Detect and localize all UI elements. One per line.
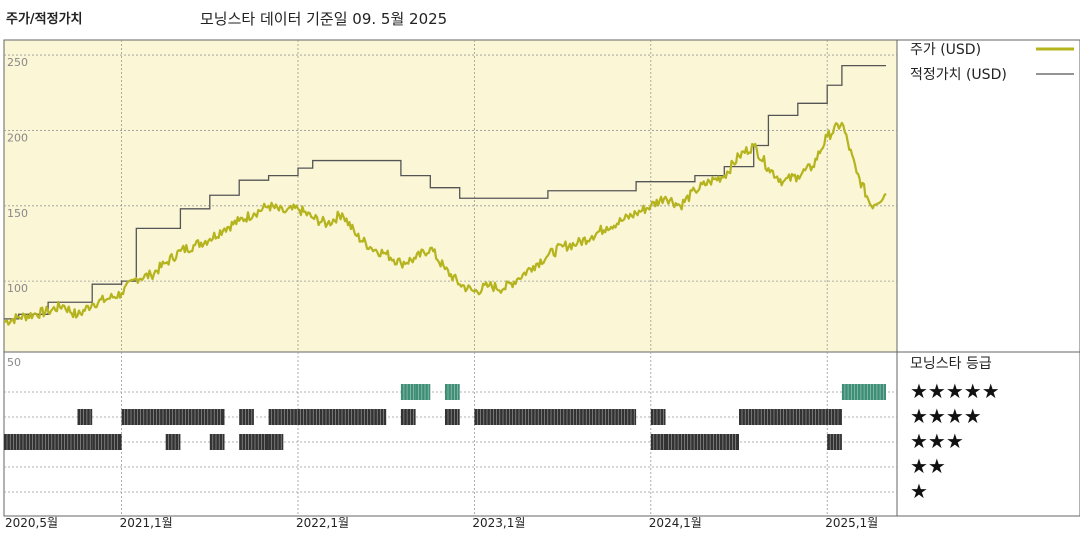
rating-segment-3-stars (650, 434, 666, 450)
legend-label-fair-value: 적정가치 (USD) (910, 67, 1007, 83)
legend: 주가 (USD) 적정가치 (USD) (910, 42, 1074, 83)
rating-level-3-stars: ★★★ (910, 429, 964, 453)
x-tick-label: 2023,1월 (472, 516, 525, 530)
rating-segment-5-stars (415, 384, 431, 400)
rating-legend-title: 모닝스타 등급 (910, 356, 992, 372)
chart-frame (3, 39, 1080, 517)
rating-level-5-stars: ★★★★★ (910, 379, 1000, 403)
x-tick-label: 2022,1월 (296, 516, 349, 530)
rating-segment-3-stars (4, 434, 93, 450)
rating-segment-5-stars (445, 384, 460, 400)
y-tick-label-150: 150 (7, 207, 28, 220)
rating-panel-background (4, 352, 897, 516)
rating-segment-4-stars (445, 409, 460, 425)
rating-segment-3-stars (165, 434, 181, 450)
price-panel-background (4, 40, 897, 352)
rating-segment-3-stars (239, 434, 269, 450)
series-lines (3, 64, 887, 326)
rating-segment-3-stars (268, 434, 284, 450)
data-date-subtitle: 모닝스타 데이터 기준일 09. 5월 2025 (200, 10, 448, 28)
rating-segment-4-stars (239, 409, 254, 425)
rating-segment-4-stars (400, 409, 416, 425)
axis-tick-labels: 250 200 150 100 2020,5월 2021,1월 2022,1월 2023,1월… (5, 56, 878, 530)
rating-segment-3-stars (92, 434, 122, 450)
fair-value-line (4, 64, 886, 320)
price-line (3, 121, 887, 326)
rating-level-4-stars: ★★★★ (910, 404, 982, 428)
legend-label-price: 주가 (USD) (910, 42, 981, 58)
rating-segment-4-stars (650, 409, 666, 425)
rating-segment-4-stars (77, 409, 93, 425)
rating-segment-4-stars (121, 409, 225, 425)
y-tick-label-250: 250 (7, 56, 28, 69)
rating-segment-5-stars (400, 384, 416, 400)
y-tick-label-200: 200 (7, 131, 28, 144)
rating-legend: 모닝스타 등급 ★★★★★ ★★★★ ★★★ ★★ ★ (910, 356, 1000, 503)
rating-segment-3-stars (209, 434, 225, 450)
chart-section-title: 주가/적정가치 (6, 12, 83, 27)
rating-segment-3-stars (827, 434, 842, 450)
rating-segment-3-stars (665, 434, 739, 450)
rating-segment-4-stars (268, 409, 387, 425)
x-tick-label: 2024,1월 (649, 516, 702, 530)
rating-level-1-star: ★ (910, 479, 928, 503)
x-tick-label: 2020,5월 (5, 516, 58, 530)
rating-bars (4, 384, 886, 450)
y-tick-label-100: 100 (7, 282, 28, 295)
x-tick-label: 2025,1월 (825, 516, 878, 530)
rating-level-2-stars: ★★ (910, 454, 946, 478)
rating-y-tick-label: 50 (7, 356, 21, 369)
rating-segment-4-stars (739, 409, 842, 425)
x-tick-label: 2021,1월 (120, 516, 173, 530)
